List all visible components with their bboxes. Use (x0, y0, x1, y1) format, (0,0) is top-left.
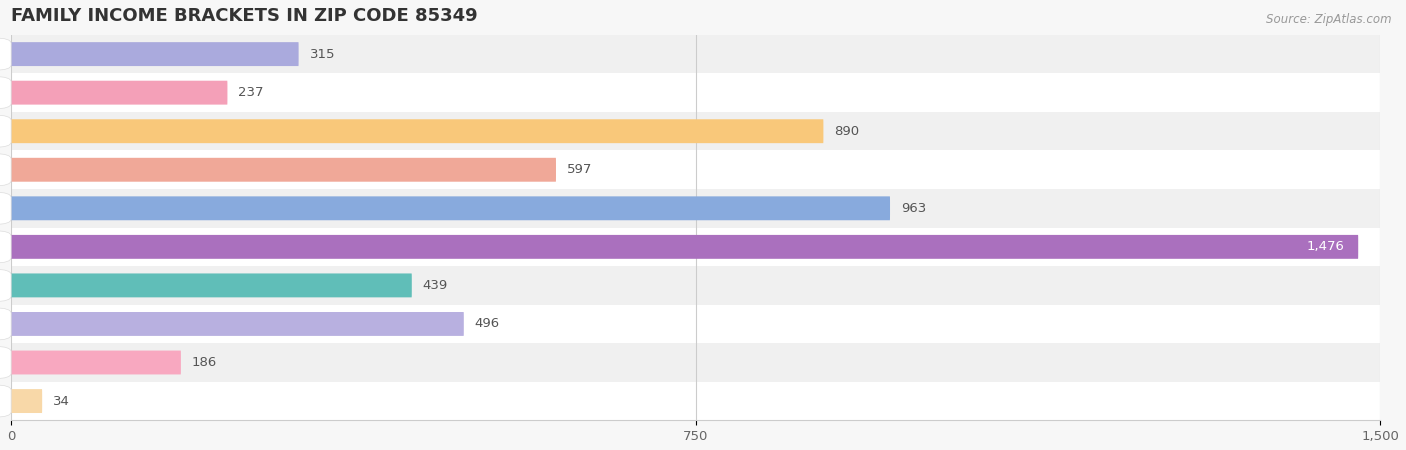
Text: FAMILY INCOME BRACKETS IN ZIP CODE 85349: FAMILY INCOME BRACKETS IN ZIP CODE 85349 (11, 7, 478, 25)
FancyBboxPatch shape (11, 389, 42, 413)
Bar (11, 189, 1381, 228)
Text: 890: 890 (834, 125, 859, 138)
Text: 597: 597 (567, 163, 592, 176)
Bar (11, 73, 1381, 112)
FancyBboxPatch shape (11, 235, 1358, 259)
FancyBboxPatch shape (11, 158, 555, 182)
Text: 34: 34 (53, 395, 70, 408)
Text: 1,476: 1,476 (1306, 240, 1344, 253)
Text: 237: 237 (239, 86, 264, 99)
Text: 496: 496 (475, 317, 501, 330)
Bar (11, 150, 1381, 189)
Text: 315: 315 (309, 48, 335, 61)
FancyBboxPatch shape (11, 351, 181, 374)
Bar (11, 228, 1381, 266)
FancyBboxPatch shape (11, 312, 464, 336)
Bar (11, 305, 1381, 343)
Bar (11, 266, 1381, 305)
FancyBboxPatch shape (11, 81, 228, 104)
Text: Source: ZipAtlas.com: Source: ZipAtlas.com (1267, 14, 1392, 27)
Bar (11, 382, 1381, 420)
FancyBboxPatch shape (11, 196, 890, 220)
Bar (11, 112, 1381, 150)
FancyBboxPatch shape (11, 274, 412, 297)
FancyBboxPatch shape (11, 42, 298, 66)
Text: 963: 963 (901, 202, 927, 215)
Bar (11, 35, 1381, 73)
Bar (11, 343, 1381, 382)
Text: 186: 186 (191, 356, 217, 369)
FancyBboxPatch shape (11, 119, 824, 143)
Text: 439: 439 (423, 279, 449, 292)
